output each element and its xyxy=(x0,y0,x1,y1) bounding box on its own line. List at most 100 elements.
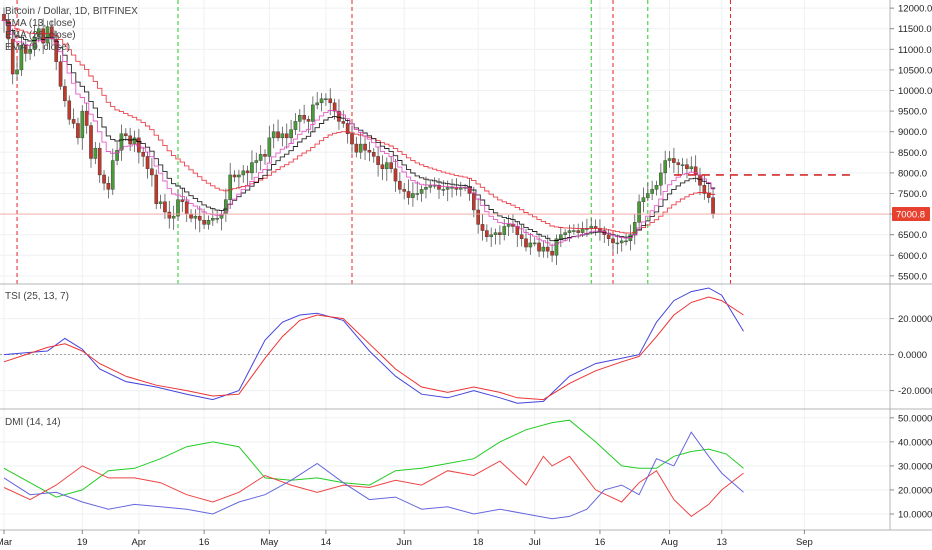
candle[interactable] xyxy=(385,157,389,181)
candle[interactable] xyxy=(502,219,507,241)
candle[interactable] xyxy=(667,151,672,168)
candle[interactable] xyxy=(354,136,359,158)
candle[interactable] xyxy=(519,224,524,247)
candle[interactable] xyxy=(254,152,259,173)
candle[interactable] xyxy=(437,178,441,199)
candle[interactable] xyxy=(706,182,711,204)
candle[interactable] xyxy=(624,233,628,246)
candle[interactable] xyxy=(432,177,437,189)
candle[interactable] xyxy=(467,177,472,201)
candle[interactable] xyxy=(306,115,311,134)
candle[interactable] xyxy=(145,151,150,179)
candle[interactable] xyxy=(197,205,202,233)
candle[interactable] xyxy=(593,219,598,236)
candle[interactable] xyxy=(406,179,411,205)
candle[interactable] xyxy=(276,119,280,142)
candle[interactable] xyxy=(76,117,80,145)
candle[interactable] xyxy=(376,146,380,177)
candle[interactable] xyxy=(428,180,433,193)
candle[interactable] xyxy=(415,181,420,201)
candle[interactable] xyxy=(337,99,341,130)
tsi-panel[interactable] xyxy=(0,287,890,404)
candle[interactable] xyxy=(680,158,685,174)
candle[interactable] xyxy=(89,122,93,168)
candle[interactable] xyxy=(619,237,624,252)
candle[interactable] xyxy=(263,149,267,165)
candle[interactable] xyxy=(367,141,372,162)
candle[interactable] xyxy=(245,165,250,186)
candle[interactable] xyxy=(141,146,146,167)
candle[interactable] xyxy=(493,228,498,245)
candle[interactable] xyxy=(23,38,28,62)
candle[interactable] xyxy=(6,14,11,49)
candle[interactable] xyxy=(115,141,119,166)
candle[interactable] xyxy=(598,219,602,241)
candle[interactable] xyxy=(341,110,346,128)
price-panel[interactable] xyxy=(0,7,890,265)
candle[interactable] xyxy=(393,158,398,192)
candle[interactable] xyxy=(698,167,702,196)
candle[interactable] xyxy=(232,170,237,183)
candle[interactable] xyxy=(97,142,102,183)
candle[interactable] xyxy=(45,20,50,49)
candle[interactable] xyxy=(15,59,19,81)
candle[interactable] xyxy=(28,45,32,61)
candle[interactable] xyxy=(250,150,254,181)
candle[interactable] xyxy=(110,148,115,195)
candle[interactable] xyxy=(189,209,193,223)
candle[interactable] xyxy=(419,185,424,202)
candle[interactable] xyxy=(389,155,393,173)
candle[interactable] xyxy=(210,207,215,227)
candle[interactable] xyxy=(267,125,272,163)
candle[interactable] xyxy=(345,119,350,144)
candle[interactable] xyxy=(350,125,354,154)
candle[interactable] xyxy=(676,158,681,177)
candle[interactable] xyxy=(228,162,233,209)
candle[interactable] xyxy=(167,200,172,229)
candle[interactable] xyxy=(106,176,111,199)
candle[interactable] xyxy=(54,30,58,71)
candle[interactable] xyxy=(458,181,463,197)
candle[interactable] xyxy=(237,169,241,190)
candle[interactable] xyxy=(550,243,554,263)
candle[interactable] xyxy=(163,193,167,219)
candle[interactable] xyxy=(150,158,154,187)
candle[interactable] xyxy=(215,210,219,224)
candle[interactable] xyxy=(324,93,328,107)
candle[interactable] xyxy=(567,224,572,242)
candle[interactable] xyxy=(541,240,546,258)
candle[interactable] xyxy=(498,225,502,245)
candle[interactable] xyxy=(554,234,559,265)
candle[interactable] xyxy=(311,96,315,133)
candle[interactable] xyxy=(646,182,650,202)
candle[interactable] xyxy=(293,113,298,136)
candle[interactable] xyxy=(298,109,302,132)
candle[interactable] xyxy=(411,182,415,207)
candle[interactable] xyxy=(450,178,454,198)
candle[interactable] xyxy=(472,186,476,218)
candle[interactable] xyxy=(80,105,85,150)
candle[interactable] xyxy=(258,145,263,171)
candle[interactable] xyxy=(480,214,485,241)
candle[interactable] xyxy=(572,224,576,235)
candle[interactable] xyxy=(559,226,563,247)
candle[interactable] xyxy=(532,237,537,247)
candle[interactable] xyxy=(193,209,198,230)
candle[interactable] xyxy=(672,147,676,173)
candle[interactable] xyxy=(528,232,533,255)
candle[interactable] xyxy=(606,228,611,246)
candle[interactable] xyxy=(358,131,363,159)
candle[interactable] xyxy=(206,215,211,230)
candle[interactable] xyxy=(319,93,324,112)
candle[interactable] xyxy=(615,234,620,254)
candle[interactable] xyxy=(637,194,641,230)
candle[interactable] xyxy=(641,187,646,213)
candle[interactable] xyxy=(659,163,663,196)
candle[interactable] xyxy=(489,227,494,247)
candle[interactable] xyxy=(171,205,176,230)
dmi-panel[interactable] xyxy=(3,419,744,520)
candle[interactable] xyxy=(424,176,428,199)
candle[interactable] xyxy=(563,229,567,242)
candle[interactable] xyxy=(537,233,541,257)
